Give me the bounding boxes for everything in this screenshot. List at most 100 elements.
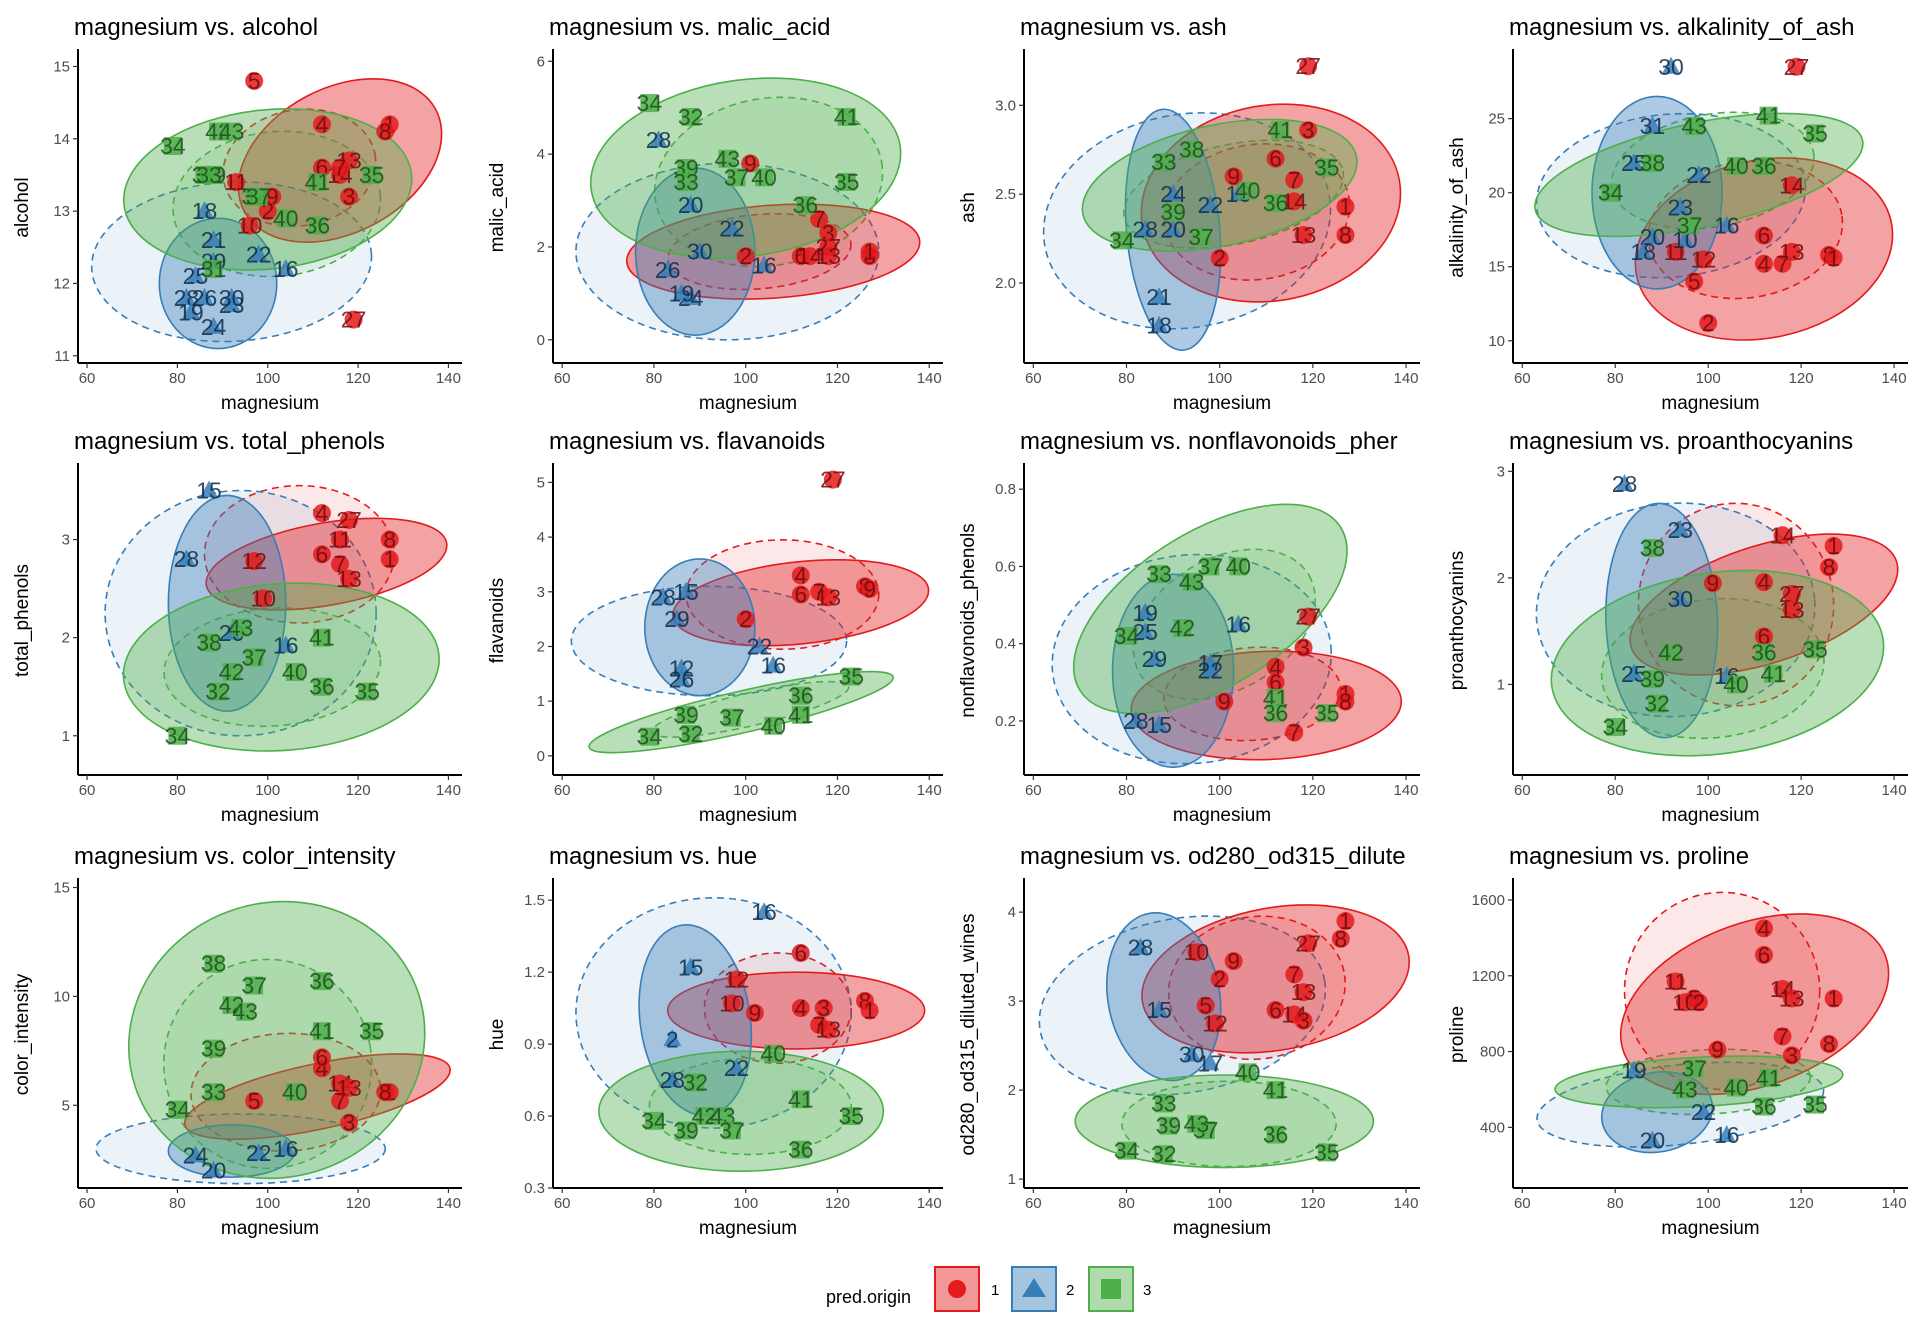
x-tick-label: 80 bbox=[1118, 782, 1135, 799]
point-marker bbox=[1187, 943, 1206, 962]
point-label: 9 bbox=[863, 576, 876, 602]
x-tick-label: 140 bbox=[917, 370, 942, 387]
point-label: 32 bbox=[678, 104, 704, 130]
point-marker bbox=[1150, 714, 1169, 732]
point-label: 33 bbox=[1151, 1090, 1177, 1116]
point-marker bbox=[1196, 996, 1215, 1015]
point-label: 28 bbox=[646, 127, 672, 153]
point-marker bbox=[755, 902, 774, 920]
legend-title: pred.origin bbox=[826, 1287, 911, 1307]
point-label: 15 bbox=[1146, 712, 1172, 738]
point-label: 1 bbox=[1339, 194, 1352, 220]
ellipse-class-3-solid bbox=[1554, 1055, 1844, 1109]
y-tick-label: 3 bbox=[1497, 463, 1505, 480]
point-marker bbox=[276, 635, 295, 653]
point-marker bbox=[1126, 710, 1145, 728]
ellipse-class-2-solid bbox=[1111, 573, 1235, 769]
x-tick-label: 100 bbox=[1207, 370, 1232, 387]
point-label: 9 bbox=[748, 1000, 761, 1026]
point-label: 15 bbox=[678, 954, 704, 980]
point-marker bbox=[1727, 157, 1746, 176]
x-tick-label: 120 bbox=[1789, 782, 1814, 799]
x-tick-label: 120 bbox=[1300, 1195, 1325, 1212]
point-label: 6 bbox=[794, 582, 807, 608]
point-marker bbox=[254, 589, 273, 608]
point-marker bbox=[1150, 315, 1169, 333]
point-marker bbox=[344, 310, 363, 329]
point-label: 20 bbox=[678, 192, 704, 218]
y-tick-label: 1.5 bbox=[524, 892, 545, 909]
point-label: 28 bbox=[174, 285, 200, 311]
point-label: 35 bbox=[1802, 120, 1828, 146]
point-marker bbox=[1606, 718, 1625, 737]
point-marker bbox=[1201, 194, 1220, 212]
point-label: 34 bbox=[637, 90, 663, 116]
point-label: 19 bbox=[669, 280, 695, 306]
x-tick-label: 60 bbox=[1025, 1195, 1042, 1212]
point-marker bbox=[764, 655, 783, 673]
x-tick-label: 80 bbox=[1118, 370, 1135, 387]
point-marker bbox=[245, 552, 264, 571]
point-marker bbox=[308, 173, 327, 192]
point-label: 11 bbox=[224, 169, 248, 195]
point-label: 13 bbox=[815, 584, 841, 610]
y-tick-label: 2 bbox=[1008, 1082, 1016, 1099]
x-axis-label: magnesium bbox=[1173, 805, 1271, 826]
point-label: 29 bbox=[664, 606, 690, 632]
point-marker bbox=[231, 618, 250, 637]
point-label: 6 bbox=[794, 940, 807, 966]
point-label: 25 bbox=[1132, 619, 1158, 645]
point-label: 35 bbox=[838, 664, 864, 690]
ellipse-class-2-solid bbox=[643, 558, 756, 697]
point-label: 34 bbox=[1114, 1138, 1140, 1164]
point-label: 32 bbox=[678, 721, 704, 747]
x-tick-label: 60 bbox=[554, 1195, 571, 1212]
point-marker bbox=[204, 316, 223, 334]
point-label: 40 bbox=[1226, 553, 1252, 579]
point-marker bbox=[681, 288, 700, 306]
point-marker bbox=[1201, 1053, 1220, 1071]
point-label: 1 bbox=[1827, 245, 1840, 271]
panel-title: magnesium vs. proline bbox=[1509, 843, 1749, 870]
point-label: 43 bbox=[1672, 1076, 1698, 1102]
point-label: 41 bbox=[1263, 1077, 1289, 1103]
point-label: 22 bbox=[1198, 658, 1224, 684]
y-axis-label: alkalinity_of_ash bbox=[1447, 137, 1468, 277]
point-marker bbox=[1210, 249, 1229, 268]
point-label: 28 bbox=[650, 584, 676, 610]
point-label: 27 bbox=[1784, 54, 1810, 80]
point-marker bbox=[312, 158, 331, 177]
point-label: 20 bbox=[1160, 217, 1186, 243]
point-marker bbox=[1299, 607, 1318, 626]
point-marker bbox=[1666, 242, 1685, 261]
panel-6: magnesium vs. flavanoids2746713892281529… bbox=[487, 428, 943, 826]
point-label: 31 bbox=[201, 256, 227, 282]
ellipse-class-1-solid bbox=[1619, 913, 1890, 1096]
point-marker bbox=[663, 1070, 682, 1088]
point-marker bbox=[1154, 1094, 1173, 1113]
y-tick-label: 6 bbox=[537, 53, 545, 70]
point-marker bbox=[1266, 688, 1285, 707]
point-marker bbox=[1685, 272, 1704, 291]
point-marker bbox=[340, 510, 359, 529]
point-marker bbox=[667, 609, 686, 627]
point-marker bbox=[1671, 589, 1690, 607]
point-label: 39 bbox=[201, 1036, 227, 1062]
point-label: 33 bbox=[201, 1079, 227, 1105]
point-marker bbox=[1336, 226, 1355, 245]
point-label: 16 bbox=[1714, 1122, 1740, 1148]
y-tick-label: 4 bbox=[1008, 904, 1016, 921]
point-label: 36 bbox=[1751, 639, 1777, 665]
y-tick-label: 2 bbox=[537, 239, 545, 256]
point-label: 27 bbox=[820, 467, 846, 493]
point-label: 19 bbox=[1132, 600, 1158, 626]
point-marker bbox=[181, 302, 200, 320]
point-label: 38 bbox=[1640, 535, 1666, 561]
point-marker bbox=[1336, 197, 1355, 216]
x-tick-label: 80 bbox=[646, 370, 663, 387]
point-marker bbox=[1299, 121, 1318, 140]
point-label: 39 bbox=[1640, 666, 1666, 692]
point-label: 30 bbox=[219, 285, 245, 311]
point-marker bbox=[222, 996, 241, 1015]
